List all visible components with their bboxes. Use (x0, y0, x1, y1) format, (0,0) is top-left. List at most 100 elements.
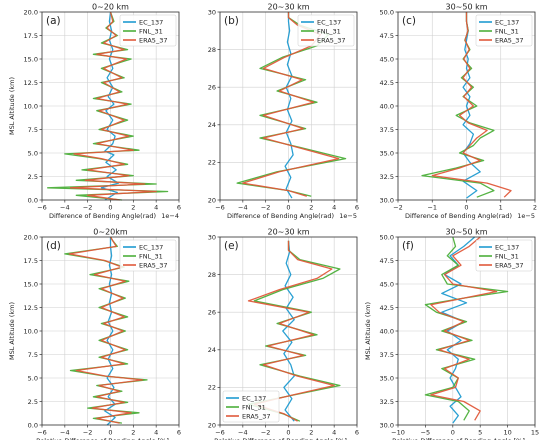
x-tick-label: 4 (154, 204, 158, 212)
y-tick-label: 12.5 (24, 304, 38, 312)
y-tick-label: 10.0 (24, 102, 38, 110)
y-tick-label: 7.5 (28, 351, 38, 359)
x-tick-label: 1 (499, 204, 503, 212)
y-tick-label: 50.0 (380, 233, 394, 241)
y-tick-label: 24 (208, 121, 216, 129)
series-line-era5-37 (69, 11, 157, 201)
series-line-ec-137 (282, 240, 295, 422)
y-tick-label: 20.0 (24, 8, 38, 16)
x-tick-label: −6 (215, 429, 225, 437)
y-tick-label: 10.0 (24, 327, 38, 335)
x-axis-label: Difference of Bending Angle(rad) (49, 212, 156, 220)
y-tick-label: 47.5 (380, 32, 394, 40)
y-tick-label: 26 (208, 309, 216, 317)
y-tick-label: 12.5 (24, 79, 38, 87)
x-tick-label: −10 (391, 429, 405, 437)
y-tick-label: 20 (208, 196, 216, 204)
x-tick-label: 0 (464, 204, 468, 212)
x-axis-label: Difference of Bending Angle(rad) (405, 212, 512, 220)
panel-title: 20~30 km (267, 3, 309, 12)
panel-label: (a) (46, 15, 61, 27)
legend-entry: ERA5_37 (495, 36, 523, 44)
y-tick-label: 47.5 (380, 257, 394, 265)
y-tick-label: 2.5 (28, 173, 38, 181)
y-tick-label: 35.0 (380, 149, 394, 157)
x-multiplier: 1e−4 (161, 212, 179, 220)
y-tick-label: 32.5 (380, 173, 394, 181)
x-tick-label: 2 (131, 429, 135, 437)
y-tick-label: 42.5 (380, 304, 394, 312)
legend-entry: FNL_31 (242, 403, 266, 411)
x-tick-label: 0 (286, 204, 290, 212)
x-multiplier: 1e−5 (339, 212, 357, 220)
series-line-ec-137 (100, 11, 120, 201)
series-line-era5-37 (431, 12, 512, 198)
legend-entry: FNL_31 (139, 252, 163, 260)
panel-label: (c) (402, 15, 416, 27)
y-tick-label: 7.5 (28, 126, 38, 134)
panel-label: (d) (46, 240, 61, 252)
x-tick-label: 2 (131, 204, 135, 212)
x-tick-label: −5 (421, 429, 431, 437)
x-tick-label: 0 (108, 429, 112, 437)
y-tick-label: 40.0 (380, 327, 394, 335)
x-tick-label: −4 (238, 429, 248, 437)
x-tick-label: 0 (451, 429, 455, 437)
x-axis-label: Difference of Bending Angle(rad) (227, 212, 334, 220)
x-tick-label: −2 (393, 204, 403, 212)
y-tick-label: 50.0 (380, 8, 394, 16)
x-tick-label: −4 (238, 204, 248, 212)
x-tick-label: −2 (83, 429, 93, 437)
y-tick-label: 32.5 (380, 398, 394, 406)
panel-title: 30~50 km (445, 228, 487, 237)
x-tick-label: 15 (531, 429, 539, 437)
x-tick-label: 10 (503, 429, 511, 437)
y-tick-label: 30.0 (380, 421, 394, 429)
y-tick-label: 5.0 (28, 149, 38, 157)
x-tick-label: 4 (332, 204, 336, 212)
y-tick-label: 45.0 (380, 280, 394, 288)
x-tick-label: −4 (60, 429, 70, 437)
x-tick-label: 2 (309, 204, 313, 212)
legend-entry: ERA5_37 (242, 412, 270, 420)
x-tick-label: −2 (261, 204, 271, 212)
y-tick-label: 22 (208, 384, 216, 392)
x-tick-label: 0 (286, 429, 290, 437)
y-tick-label: 24 (208, 346, 216, 354)
y-tick-label: 37.5 (380, 126, 394, 134)
legend-entry: EC_137 (139, 18, 163, 26)
y-tick-label: 30.0 (380, 196, 394, 204)
x-tick-label: −6 (215, 204, 225, 212)
y-tick-label: 15.0 (24, 55, 38, 63)
y-tick-label: 5.0 (28, 374, 38, 382)
legend-entry: EC_137 (495, 243, 519, 251)
series-line-fnl-31 (47, 11, 169, 201)
y-tick-label: 0.0 (28, 196, 38, 204)
y-tick-label: 20 (208, 421, 216, 429)
x-tick-label: 6 (177, 204, 181, 212)
x-tick-label: 6 (355, 429, 359, 437)
series-line-era5-37 (247, 240, 335, 422)
panel-title: 0~20km (93, 228, 128, 237)
x-tick-label: 0 (108, 204, 112, 212)
y-tick-label: 40.0 (380, 102, 394, 110)
legend-entry: ERA5_37 (317, 36, 345, 44)
panel-label: (b) (224, 15, 239, 27)
y-tick-label: 35.0 (380, 374, 394, 382)
legend-entry: FNL_31 (495, 27, 519, 35)
legend-entry: FNL_31 (139, 27, 163, 35)
y-tick-label: 45.0 (380, 55, 394, 63)
y-tick-label: 15.0 (24, 280, 38, 288)
legend-entry: EC_137 (317, 18, 341, 26)
x-tick-label: −4 (60, 204, 70, 212)
y-axis-label: MSL Altitude (km) (8, 302, 16, 360)
y-tick-label: 26 (208, 84, 216, 92)
legend-entry: EC_137 (242, 394, 266, 402)
